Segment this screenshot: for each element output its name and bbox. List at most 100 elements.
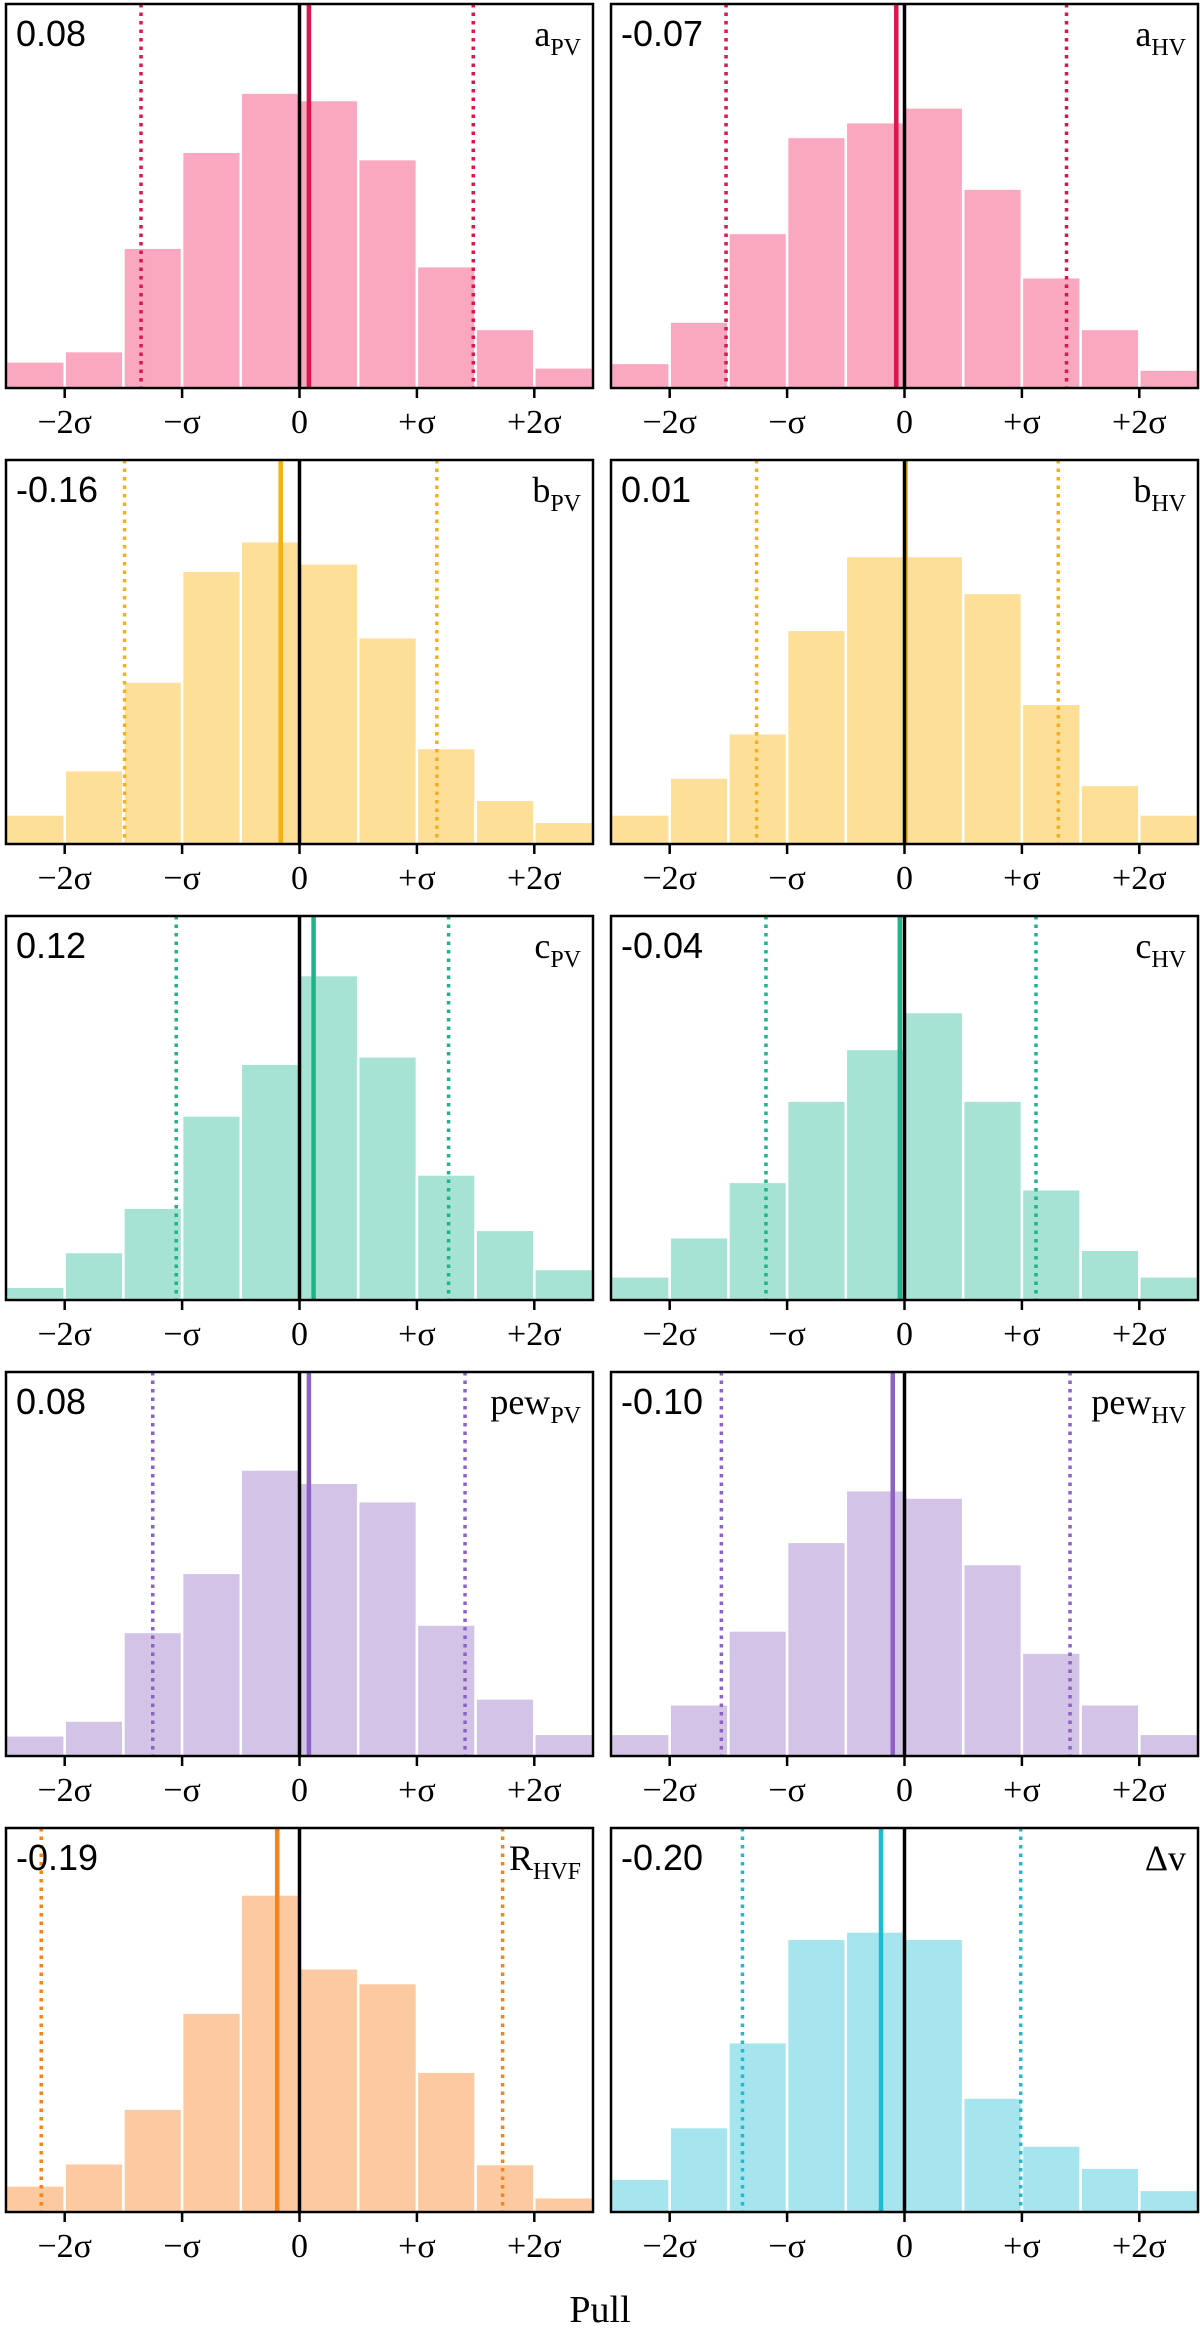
histogram-bar (961, 1562, 1024, 1758)
variable-label: aHV (1135, 14, 1186, 61)
histogram-bar (180, 569, 243, 846)
x-tick-label: 0 (291, 1316, 308, 1353)
x-tick-label: +σ (1003, 404, 1041, 441)
variable-label: cHV (1135, 926, 1186, 973)
variable-label: aPV (534, 14, 581, 61)
histogram-bar (415, 1173, 477, 1302)
histogram-bar (122, 1206, 184, 1302)
x-tick-label: +σ (398, 2228, 436, 2265)
histogram-bar (533, 820, 595, 846)
x-tick-label: 0 (896, 2228, 913, 2265)
x-tick-label: +σ (398, 860, 436, 897)
x-tick-label: −σ (768, 1316, 806, 1353)
histogram-bar (4, 1734, 66, 1758)
histogram-bar (785, 135, 848, 390)
histogram-bar (63, 2162, 125, 2214)
x-tick-label: +2σ (507, 2228, 562, 2265)
histogram-bar (474, 327, 536, 390)
panel-a_hv: −2σ −σ 0 +σ +2σ -0.07 aHV (609, 2, 1200, 441)
histogram-bar (1020, 1187, 1082, 1302)
x-tick-label: −2σ (642, 404, 697, 441)
histogram-bar (1020, 2144, 1082, 2214)
histogram-bar (122, 246, 184, 390)
histogram-bar (122, 680, 184, 846)
histogram-bar (785, 1937, 848, 2214)
histogram-bar (1138, 1732, 1200, 1758)
histogram-bar (785, 1099, 848, 1302)
histogram-bar (961, 1099, 1024, 1302)
histogram-bar (609, 1275, 671, 1302)
x-tick-label: +σ (398, 1772, 436, 1809)
x-tick-label: +2σ (1112, 1772, 1167, 1809)
x-tick-label: 0 (896, 1772, 913, 1809)
histogram-bar (180, 1114, 243, 1302)
x-tick-label: +σ (398, 1316, 436, 1353)
x-tick-label: −σ (768, 1772, 806, 1809)
mean-value-label: -0.20 (621, 1837, 703, 1878)
histogram-bar (533, 1267, 595, 1302)
histogram-bar (844, 554, 906, 846)
histogram-bar (609, 361, 671, 390)
histogram-bar (4, 1285, 66, 1302)
histogram-bar (533, 366, 595, 390)
histogram-bar (356, 635, 419, 846)
histogram-bar (533, 1732, 595, 1758)
x-tick-label: +2σ (1112, 1316, 1167, 1353)
histogram-bar (961, 187, 1024, 390)
histogram-bar (63, 349, 125, 390)
histogram-bar (609, 813, 671, 846)
x-tick-label: −2σ (37, 404, 92, 441)
histogram-bar (415, 2070, 477, 2214)
x-tick-label: +σ (1003, 860, 1041, 897)
x-tick-label: +2σ (1112, 2228, 1167, 2265)
x-tick-label: +2σ (1112, 404, 1167, 441)
x-tick-label: −σ (768, 404, 806, 441)
histogram-bar (668, 320, 730, 390)
histogram-bar (239, 91, 301, 390)
histogram-bar (1079, 1703, 1141, 1758)
x-tick-label: −σ (768, 2228, 806, 2265)
histogram-bar (4, 2184, 66, 2214)
histogram-bar (1138, 1275, 1200, 1302)
mean-value-label: -0.04 (621, 925, 703, 966)
histogram-bar (415, 264, 477, 390)
histogram-bar (239, 1468, 301, 1758)
histogram-bar (1079, 2166, 1141, 2214)
histogram-bar (903, 554, 965, 846)
x-tick-label: −2σ (642, 1772, 697, 1809)
histogram-bar (63, 768, 125, 846)
histogram-bar (727, 2040, 789, 2214)
x-tick-label: +2σ (507, 1772, 562, 1809)
histogram-bar (1020, 702, 1082, 846)
histogram-bar (668, 2125, 730, 2214)
x-axis-label: Pull (569, 2289, 630, 2331)
histogram-bar (298, 1967, 360, 2214)
x-tick-label: +2σ (1112, 860, 1167, 897)
histogram-bar (474, 2162, 536, 2214)
x-tick-label: −2σ (642, 1316, 697, 1353)
histogram-bar (122, 1630, 184, 1758)
x-tick-label: −σ (163, 860, 201, 897)
mean-value-label: 0.08 (16, 1381, 86, 1422)
mean-value-label: 0.12 (16, 925, 86, 966)
histogram-bar (239, 1893, 301, 2214)
histogram-bar (668, 1235, 730, 1302)
histogram-bar (356, 1055, 419, 1302)
x-tick-label: −σ (163, 2228, 201, 2265)
x-tick-label: +2σ (507, 404, 562, 441)
panel-delta_v: −2σ −σ 0 +σ +2σ -0.20 Δv (609, 1826, 1200, 2265)
histogram-bar (4, 813, 66, 846)
histogram-bar (727, 1629, 789, 1758)
variable-label: bPV (532, 470, 581, 517)
x-tick-label: +σ (1003, 2228, 1041, 2265)
panel-b_pv: −2σ −σ 0 +σ +2σ -0.16 bPV (4, 458, 595, 897)
panel-r_hvf: −2σ −σ 0 +σ +2σ -0.19 RHVF (4, 1826, 595, 2265)
panel-pew_pv: −2σ −σ 0 +σ +2σ 0.08 pewPV (4, 1370, 595, 1809)
histogram-bar (298, 562, 360, 846)
panel-b_hv: −2σ −σ 0 +σ +2σ 0.01 bHV (609, 458, 1200, 897)
histogram-bar (180, 2011, 243, 2214)
variable-label: pewHV (1091, 1382, 1186, 1429)
x-tick-label: 0 (291, 860, 308, 897)
histogram-bar (1138, 2188, 1200, 2214)
